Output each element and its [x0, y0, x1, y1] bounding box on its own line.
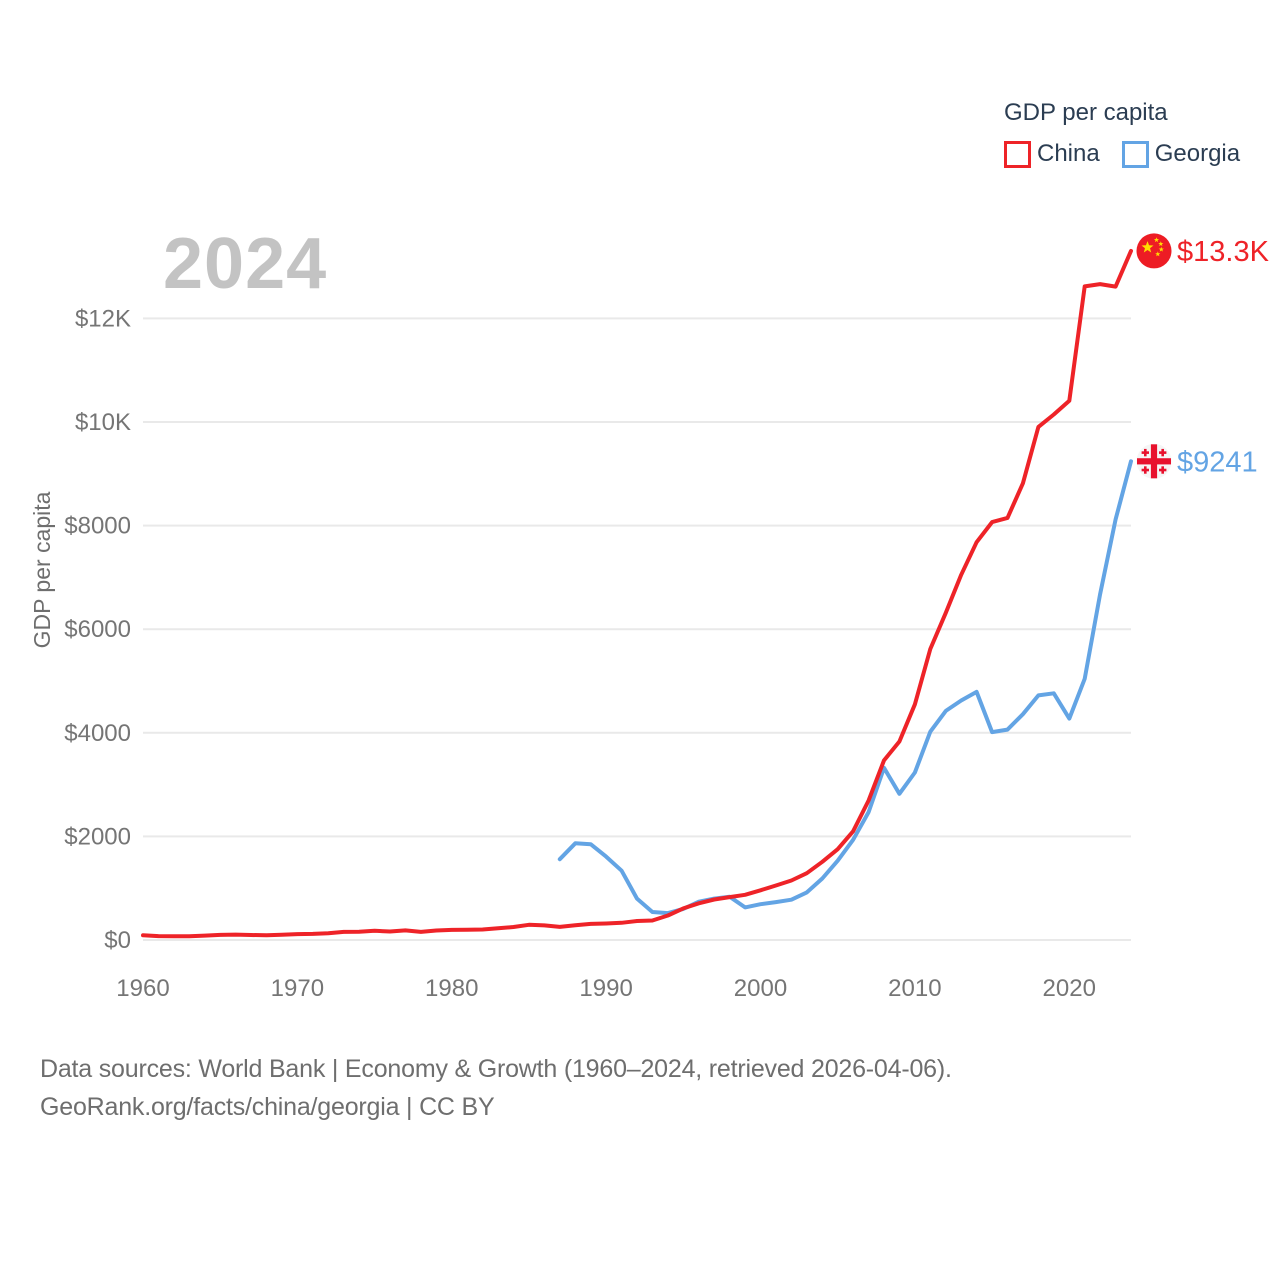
legend-items: China Georgia	[1004, 140, 1240, 168]
footer: Data sources: World Bank | Economy & Gro…	[40, 1050, 952, 1126]
year-watermark: 2024	[163, 224, 328, 304]
legend-item-china[interactable]: China	[1004, 140, 1100, 168]
legend-item-georgia[interactable]: Georgia	[1121, 140, 1241, 168]
y-tick-label: $0	[104, 927, 131, 954]
georgia-flag-icon	[1136, 443, 1172, 479]
georgia-end-label: $9241	[1177, 446, 1258, 478]
legend-title: GDP per capita	[1004, 99, 1168, 126]
attribution-line: GeoRank.org/facts/china/georgia | CC BY	[40, 1093, 495, 1121]
x-tick-label: 1970	[271, 975, 324, 1002]
china-swatch-icon	[1004, 140, 1031, 168]
x-tick-label: 1980	[425, 975, 478, 1002]
y-tick-label: $12K	[75, 305, 131, 332]
x-tick-label: 1960	[116, 975, 169, 1002]
georgia-line	[557, 459, 1133, 916]
legend: GDP per capita China Georgia	[1004, 99, 1240, 168]
y-tick-label: $4000	[64, 720, 131, 747]
legend-item-china-label: China	[1037, 140, 1100, 167]
data-sources-line: Data sources: World Bank | Economy & Gro…	[40, 1055, 952, 1083]
x-tick-label: 2010	[888, 975, 941, 1002]
legend-item-georgia-label: Georgia	[1154, 140, 1241, 167]
y-tick-label: $8000	[64, 513, 131, 540]
gdp-line-chart: $0 $2000 $4000 $6000 $8000 $10K $12K 1960 1970 19…	[29, 233, 1270, 1002]
china-line	[141, 248, 1133, 939]
x-tick-label: 2020	[1043, 975, 1096, 1002]
y-tick-label: $2000	[64, 823, 131, 850]
georgia-swatch-icon	[1121, 140, 1149, 168]
china-flag-icon	[1136, 233, 1172, 269]
china-end-label: $13.3K	[1177, 236, 1270, 268]
x-tick-label: 2000	[734, 975, 787, 1002]
y-axis-title: GDP per capita	[29, 491, 55, 648]
x-tick-label: 1990	[579, 975, 632, 1002]
y-tick-label: $6000	[64, 616, 131, 643]
y-tick-label: $10K	[75, 409, 131, 436]
